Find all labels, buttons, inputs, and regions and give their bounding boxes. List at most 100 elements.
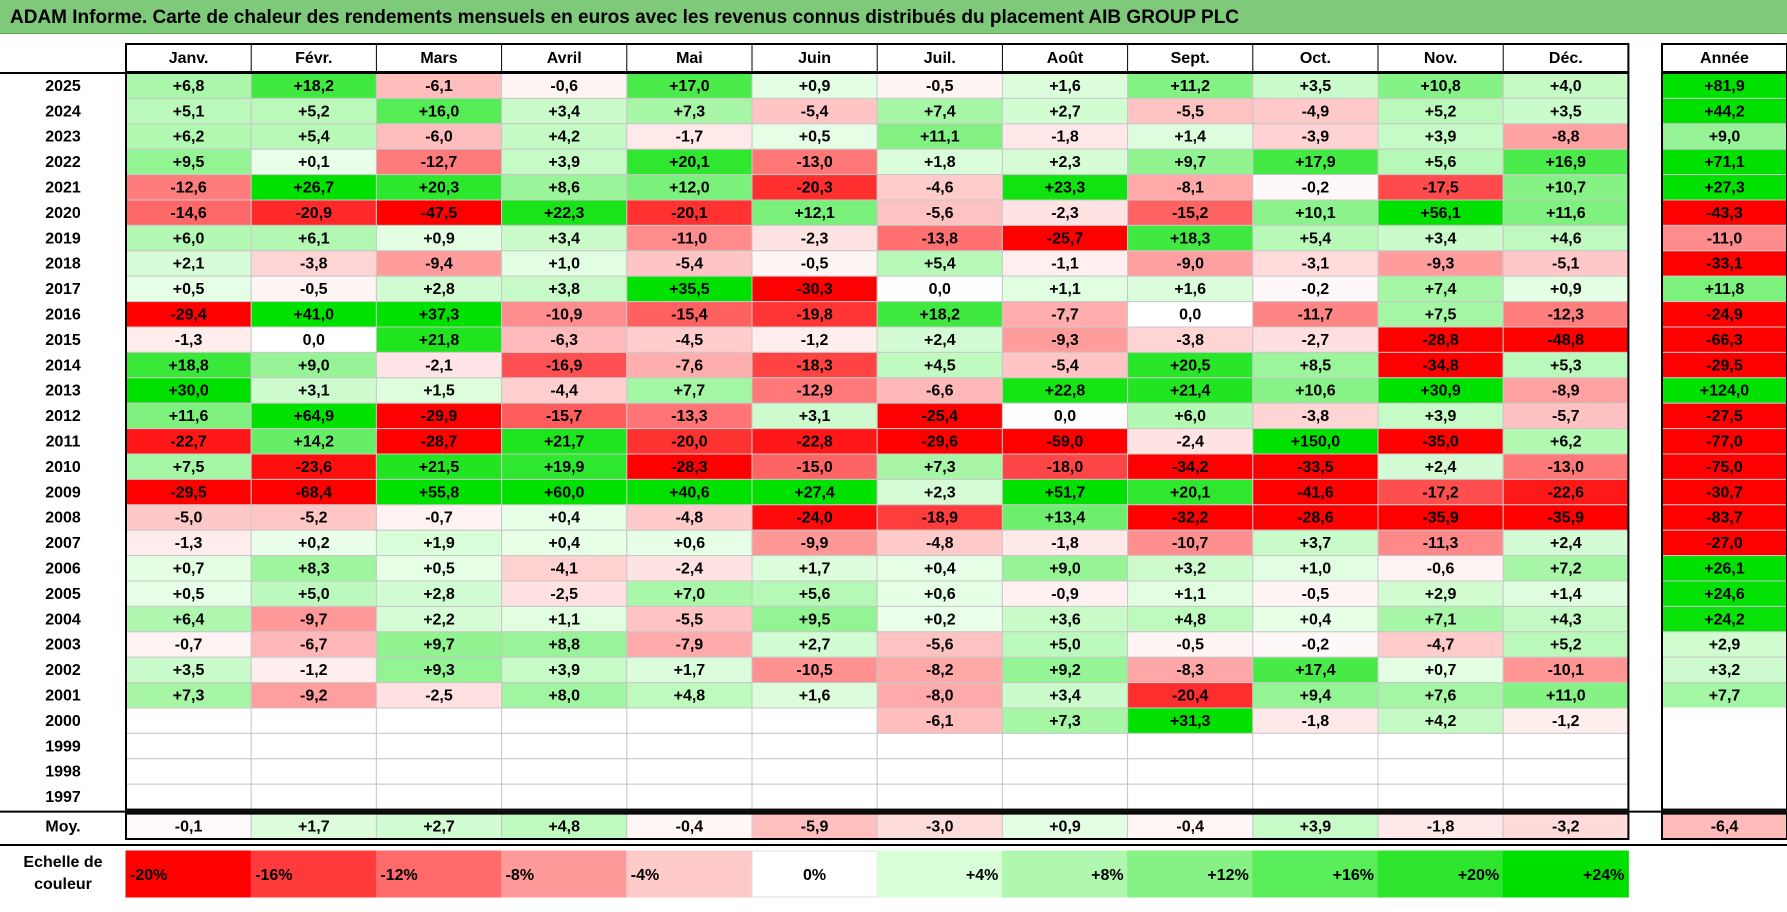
cell-value: -2,5 bbox=[425, 688, 453, 705]
heatmap-cell bbox=[250, 301, 377, 328]
cell-value: +1,8 bbox=[924, 154, 956, 171]
heatmap-cell bbox=[876, 631, 1003, 658]
heatmap-cell bbox=[375, 377, 503, 404]
heatmap-cell bbox=[1001, 605, 1129, 633]
heatmap-cell bbox=[751, 377, 878, 404]
heatmap-cell bbox=[250, 682, 377, 709]
annual-value: -11,0 bbox=[1707, 230, 1743, 247]
heatmap-cell bbox=[1001, 707, 1129, 734]
annual-cell bbox=[1661, 707, 1787, 734]
cell-value: -29,9 bbox=[421, 408, 458, 425]
cell-value: -5,5 bbox=[676, 611, 704, 628]
heatmap-cell bbox=[501, 783, 628, 811]
cell-value: +18,8 bbox=[168, 357, 209, 374]
heatmap-cell bbox=[876, 453, 1003, 480]
cell-value: -1,3 bbox=[175, 535, 203, 552]
heatmap-cell bbox=[1001, 351, 1129, 379]
heatmap-cell bbox=[751, 732, 878, 760]
heatmap-cell bbox=[1252, 377, 1379, 404]
cell-value: +3,9 bbox=[548, 662, 580, 679]
heatmap-cell bbox=[626, 732, 753, 760]
cell-value: -3,8 bbox=[300, 256, 328, 273]
annual-value: +26,1 bbox=[1704, 561, 1745, 578]
scale-swatch bbox=[751, 850, 878, 898]
annual-cell bbox=[1661, 351, 1787, 379]
heatmap-cell bbox=[1502, 123, 1629, 150]
cell-value: -13,0 bbox=[1548, 459, 1585, 476]
cell-value: +17,0 bbox=[669, 78, 710, 95]
cell-value: -0,2 bbox=[1302, 281, 1330, 298]
heatmap-cell bbox=[1001, 428, 1129, 455]
annual-value: -75,0 bbox=[1706, 459, 1743, 476]
cell-value: -10,5 bbox=[796, 662, 833, 679]
cell-value: -29,6 bbox=[922, 434, 959, 451]
annual-cell bbox=[1661, 555, 1787, 582]
annual-cell bbox=[1661, 123, 1787, 150]
row-year-label: 2001 bbox=[45, 688, 81, 705]
cell-value: -1,2 bbox=[1552, 713, 1580, 730]
scale-label-value: +4% bbox=[966, 867, 998, 884]
heatmap-cell bbox=[250, 605, 377, 633]
cell-value: -0,2 bbox=[1302, 180, 1330, 197]
scale-swatch bbox=[1377, 850, 1504, 898]
row-year-label: 2012 bbox=[45, 408, 81, 425]
heatmap-cell bbox=[1377, 758, 1504, 785]
cell-value: +6,2 bbox=[173, 129, 205, 146]
cell-value: +4,8 bbox=[1174, 611, 1206, 628]
month-header-9: Sept. bbox=[1171, 50, 1210, 67]
cell-value: -12,7 bbox=[421, 154, 458, 171]
cell-value: -0,9 bbox=[1051, 586, 1079, 603]
cell-value: +7,1 bbox=[1425, 611, 1457, 628]
heatmap-cell bbox=[1377, 732, 1504, 760]
cell-value: -28,7 bbox=[421, 434, 458, 451]
average-value: +2,7 bbox=[423, 819, 455, 836]
month-header-2: Févr. bbox=[295, 50, 332, 67]
heatmap-cell bbox=[375, 732, 503, 760]
cell-value: -9,0 bbox=[1176, 256, 1204, 273]
heatmap-cell bbox=[1502, 605, 1629, 633]
heatmap-cell bbox=[1252, 428, 1379, 455]
cell-value: +16,0 bbox=[419, 103, 460, 120]
annual-value: +7,7 bbox=[1709, 688, 1741, 705]
heatmap-cell bbox=[1502, 250, 1629, 277]
row-year-label: 2000 bbox=[45, 713, 81, 730]
cell-value: -3,9 bbox=[1302, 129, 1330, 146]
heatmap-cell bbox=[1377, 301, 1504, 328]
cell-value: -8,0 bbox=[926, 688, 954, 705]
scale-label-value: 0% bbox=[803, 867, 826, 884]
heatmap-cell bbox=[501, 758, 628, 785]
heatmap-cell bbox=[876, 682, 1003, 709]
cell-value: -6,3 bbox=[550, 332, 578, 349]
cell-value: -1,8 bbox=[1051, 535, 1079, 552]
heatmap-cell bbox=[751, 97, 878, 125]
heatmap-cell bbox=[1502, 732, 1629, 760]
month-header-11: Nov. bbox=[1424, 50, 1457, 67]
cell-value: +64,9 bbox=[294, 408, 335, 425]
heatmap-cell bbox=[1377, 783, 1504, 811]
cell-value: +3,8 bbox=[548, 281, 580, 298]
month-header-1: Janv. bbox=[169, 50, 209, 67]
heatmap-cell bbox=[1377, 605, 1504, 633]
row-year-label: 2015 bbox=[45, 332, 81, 349]
cell-value: -13,8 bbox=[922, 230, 959, 247]
cell-value: -25,7 bbox=[1047, 230, 1084, 247]
row-year-label: 2005 bbox=[45, 586, 81, 603]
heatmap-cell bbox=[1127, 199, 1254, 226]
cell-value: +10,1 bbox=[1295, 205, 1336, 222]
heatmap-cell bbox=[1001, 199, 1129, 226]
cell-value: +11,0 bbox=[1546, 688, 1586, 705]
cell-value: +2,1 bbox=[173, 256, 205, 273]
cell-value: -22,8 bbox=[796, 434, 833, 451]
row-year-label: 2013 bbox=[45, 383, 81, 400]
cell-value: +60,0 bbox=[544, 484, 585, 501]
heatmap-cell bbox=[751, 478, 878, 506]
cell-value: -5,5 bbox=[1176, 103, 1204, 120]
scale-label-value: +24% bbox=[1583, 867, 1624, 884]
cell-value: +2,9 bbox=[1425, 586, 1457, 603]
cell-value: -11,0 bbox=[672, 230, 708, 247]
cell-value: +4,2 bbox=[548, 129, 580, 146]
cell-value: -11,7 bbox=[1298, 307, 1334, 324]
heatmap-cell bbox=[250, 758, 377, 785]
cell-value: +5,1 bbox=[173, 103, 205, 120]
cell-value: +2,4 bbox=[1425, 459, 1457, 476]
